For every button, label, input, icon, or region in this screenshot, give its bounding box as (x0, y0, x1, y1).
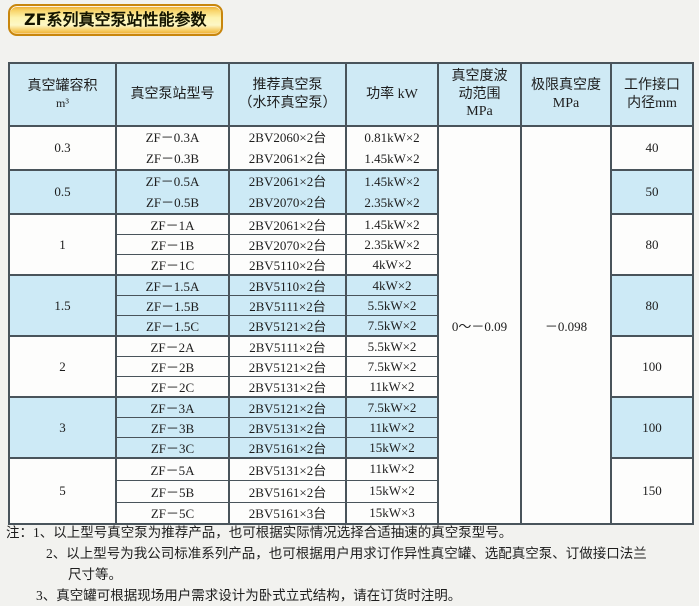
footnote-line: 尺寸等。 (68, 567, 122, 582)
port-cell: 50 (610, 169, 694, 215)
model-cell: ZF－1B (115, 234, 230, 255)
volume-cell: 1 (8, 213, 117, 276)
model-cell: ZF－5B (115, 479, 230, 503)
port-cell: 40 (610, 125, 694, 171)
model-cell: ZF－1A (115, 213, 230, 235)
table-row: 0.5 ZF－0.5A ZF－0.5B 2BV2061×2台 2BV2070×2台 … (8, 169, 694, 215)
power-cell: 7.5kW×2 (345, 396, 439, 418)
pump-cell: 2BV5110×2台 (228, 274, 347, 296)
footnote-line: 3、真空罐可根据现场用户需求设计为卧式立式结构，请在订货时注明。 (36, 588, 462, 603)
port-cell: 100 (610, 335, 694, 398)
table-row: ZF－5C 2BV5161×3台 15kW×3 (9, 501, 693, 525)
header-row: 真空罐容积 m³ 真空泵站型号 推荐真空泵 （水环真空泵） 功率 kW 真空度波 动范… (8, 62, 694, 127)
pump-cell: 2BV5161×2台 (228, 437, 347, 459)
pump-cell: 2BV5121×2台 (228, 356, 347, 377)
pump-cell: 2BV5131×2台 (228, 417, 347, 438)
col-header-tank-volume: 真空罐容积 m³ (8, 62, 117, 127)
col-header-ultimate-vacuum: 极限真空度 MPa (520, 62, 612, 127)
power-cell: 4kW×2 (345, 274, 439, 296)
table-row: ZF－1B 2BV2070×2台 2.35kW×2 (9, 234, 693, 255)
pump-cell: 2BV5161×2台 (228, 479, 347, 503)
table-row: 2 ZF－2A 2BV5111×2台 5.5kW×2 100 (8, 335, 694, 398)
model-cell: ZF－1C (115, 254, 230, 276)
ultimate-vacuum-cell: －0.098 (520, 125, 612, 525)
pump-cell: 2BV5111×2台 (228, 335, 347, 357)
model-cell: ZF－3A (115, 396, 230, 418)
model-cell: ZF－2C (115, 376, 230, 398)
volume-cell: 0.5 (8, 169, 117, 215)
model-cell: ZF－2B (115, 356, 230, 377)
power-cell: 1.45kW×2 2.35kW×2 (345, 169, 439, 215)
pump-cell: 2BV5131×2台 (228, 376, 347, 398)
power-cell: 1.45kW×2 (345, 213, 439, 235)
footnote-line: 注：1、以上型号真空泵为推荐产品，也可根据实际情况选择合适抽速的真空泵型号。 (6, 525, 513, 540)
table-row: 0.3 ZF－0.3A ZF－0.3B 2BV2060×2台 2BV2061×2台 … (8, 125, 694, 525)
power-cell: 5.5kW×2 (345, 335, 439, 357)
table-row: ZF－1.5C 2BV5121×2台 7.5kW×2 (9, 315, 693, 337)
model-cell: ZF－0.3A ZF－0.3B (115, 125, 230, 171)
table-row: ZF－5B 2BV5161×2台 15kW×2 (9, 479, 693, 503)
table-row: 5 ZF－5A 2BV5131×2台 11kW×2 150 (8, 457, 694, 525)
power-cell: 15kW×2 (345, 479, 439, 503)
model-cell: ZF－1.5C (115, 315, 230, 337)
performance-spec-table: 真空罐容积 m³ 真空泵站型号 推荐真空泵 （水环真空泵） 功率 kW 真空度波 动范… (8, 62, 694, 525)
table-row: ZF－1C 2BV5110×2台 4kW×2 (9, 254, 693, 276)
power-cell: 5.5kW×2 (345, 295, 439, 316)
port-cell: 80 (610, 274, 694, 337)
table-row: ZF－1.5B 2BV5111×2台 5.5kW×2 (9, 295, 693, 316)
model-cell: ZF－1.5B (115, 295, 230, 316)
pump-cell: 2BV5111×2台 (228, 295, 347, 316)
col-header-fluctuation-range: 真空度波 动范围 MPa (437, 62, 522, 127)
model-cell: ZF－2A (115, 335, 230, 357)
power-cell: 11kW×2 (345, 417, 439, 438)
power-cell: 15kW×3 (345, 501, 439, 525)
power-cell: 7.5kW×2 (345, 315, 439, 337)
table-row: ZF－3B 2BV5131×2台 11kW×2 (9, 417, 693, 438)
port-cell: 80 (610, 213, 694, 276)
fluctuation-range-cell: 0～－0.09 (437, 125, 522, 525)
port-cell: 150 (610, 457, 694, 525)
power-cell: 7.5kW×2 (345, 356, 439, 377)
table-row: ZF－3C 2BV5161×2台 15kW×2 (9, 437, 693, 459)
pump-cell: 2BV5131×2台 (228, 457, 347, 481)
pump-cell: 2BV2061×2台 2BV2070×2台 (228, 169, 347, 215)
table-row: 1.5 ZF－1.5A 2BV5110×2台 4kW×2 80 (8, 274, 694, 337)
footnote-line: 2、以上型号为我公司标准系列产品，也可根据用户用求订作异性真空罐、选配真空泵、订… (46, 546, 647, 561)
power-cell: 11kW×2 (345, 457, 439, 481)
pump-cell: 2BV5110×2台 (228, 254, 347, 276)
model-cell: ZF－0.5A ZF－0.5B (115, 169, 230, 215)
port-cell: 100 (610, 396, 694, 459)
volume-cell: 3 (8, 396, 117, 459)
power-cell: 2.35kW×2 (345, 234, 439, 255)
pump-cell: 2BV5121×2台 (228, 315, 347, 337)
volume-cell: 0.3 (8, 125, 117, 171)
footnotes: 注：1、以上型号真空泵为推荐产品，也可根据实际情况选择合适抽速的真空泵型号。 2… (6, 522, 696, 606)
power-cell: 0.81kW×2 1.45kW×2 (345, 125, 439, 171)
model-cell: ZF－1.5A (115, 274, 230, 296)
model-cell: ZF－3C (115, 437, 230, 459)
table-row: ZF－2C 2BV5131×2台 11kW×2 (9, 376, 693, 398)
volume-cell: 1.5 (8, 274, 117, 337)
power-cell: 11kW×2 (345, 376, 439, 398)
col-header-power: 功率 kW (345, 62, 439, 127)
model-cell: ZF－5A (115, 457, 230, 481)
table-row: ZF－2B 2BV5121×2台 7.5kW×2 (9, 356, 693, 377)
volume-cell: 2 (8, 335, 117, 398)
table-row: 3 ZF－3A 2BV5121×2台 7.5kW×2 100 (8, 396, 694, 459)
pump-cell: 2BV5161×3台 (228, 501, 347, 525)
pump-cell: 2BV2070×2台 (228, 234, 347, 255)
pump-cell: 2BV2060×2台 2BV2061×2台 (228, 125, 347, 171)
col-header-port-diameter: 工作接口 内径mm (610, 62, 694, 127)
col-header-station-model: 真空泵站型号 (115, 62, 230, 127)
model-cell: ZF－5C (115, 501, 230, 525)
col-header-recommended-pump: 推荐真空泵 （水环真空泵） (228, 62, 347, 127)
pump-cell: 2BV5121×2台 (228, 396, 347, 418)
power-cell: 15kW×2 (345, 437, 439, 459)
pump-cell: 2BV2061×2台 (228, 213, 347, 235)
volume-cell: 5 (8, 457, 117, 525)
page-title: ZF系列真空泵站性能参数 (8, 4, 223, 36)
power-cell: 4kW×2 (345, 254, 439, 276)
model-cell: ZF－3B (115, 417, 230, 438)
